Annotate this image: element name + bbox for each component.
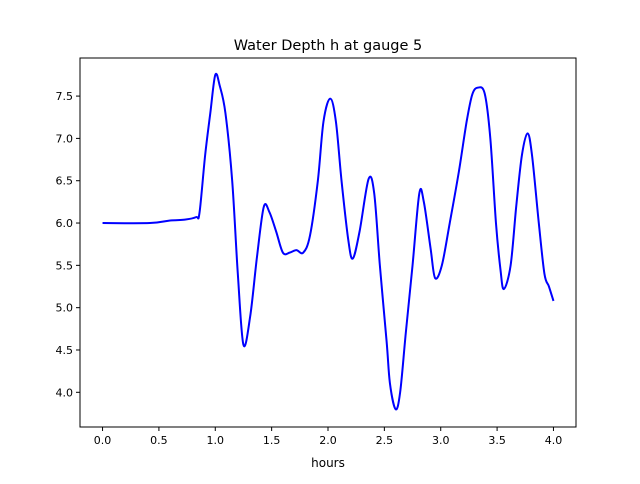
x-tick-label: 2.5 [376, 434, 394, 447]
y-tick-label: 4.0 [56, 386, 74, 399]
x-tick-label: 2.0 [319, 434, 337, 447]
x-tick-label: 4.0 [545, 434, 563, 447]
y-tick-label: 7.5 [56, 90, 74, 103]
x-tick-label: 0.0 [94, 434, 112, 447]
y-tick-label: 5.5 [56, 259, 74, 272]
x-tick-label: 0.5 [150, 434, 168, 447]
series-line-h [102, 72, 555, 411]
y-tick-label: 4.5 [56, 344, 74, 357]
chart-title: Water Depth h at gauge 5 [234, 38, 422, 54]
x-tick-label: 3.0 [432, 434, 450, 447]
x-tick-label: 3.5 [488, 434, 506, 447]
y-tick-label: 6.5 [56, 175, 74, 188]
x-axis-label: hours [311, 456, 345, 470]
y-tick-label: 5.0 [56, 302, 74, 315]
plot-area-frame [79, 57, 577, 428]
x-tick-label: 1.5 [263, 434, 281, 447]
y-tick-label: 6.0 [56, 217, 74, 230]
y-tick-label: 7.0 [56, 132, 74, 145]
x-tick-label: 1.0 [207, 434, 225, 447]
